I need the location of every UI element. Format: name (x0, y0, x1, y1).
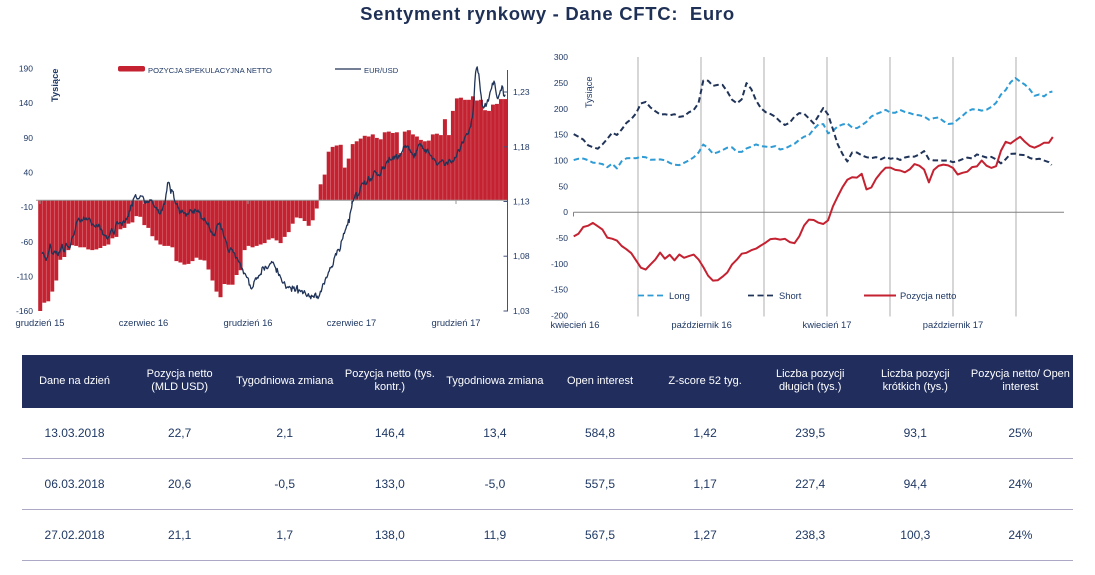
svg-text:190: 190 (19, 64, 33, 74)
svg-text:140: 140 (19, 98, 33, 108)
svg-text:czerwiec 17: czerwiec 17 (327, 317, 377, 328)
svg-text:-60: -60 (21, 237, 34, 247)
svg-text:październik 16: październik 16 (671, 319, 731, 330)
svg-text:EUR/USD: EUR/USD (364, 66, 399, 75)
svg-text:czerwiec 16: czerwiec 16 (119, 317, 169, 328)
svg-text:Tysiące: Tysiące (50, 69, 60, 102)
svg-text:-150: -150 (551, 285, 568, 295)
svg-text:-200: -200 (551, 311, 568, 321)
svg-text:50: 50 (559, 181, 569, 191)
svg-text:-10: -10 (21, 202, 34, 212)
svg-text:grudzień 15: grudzień 15 (16, 317, 65, 328)
svg-text:40: 40 (24, 168, 34, 178)
svg-text:1,08: 1,08 (513, 251, 530, 261)
svg-text:grudzień 16: grudzień 16 (224, 317, 273, 328)
svg-text:100: 100 (554, 156, 568, 166)
svg-text:Pozycja netto: Pozycja netto (900, 290, 956, 301)
svg-text:0: 0 (563, 207, 568, 217)
svg-text:grudzień 17: grudzień 17 (432, 317, 481, 328)
svg-text:-100: -100 (551, 259, 568, 269)
svg-text:kwiecień 17: kwiecień 17 (803, 319, 852, 330)
svg-text:1,18: 1,18 (513, 142, 530, 152)
svg-text:kwiecień 16: kwiecień 16 (551, 319, 600, 330)
svg-text:250: 250 (554, 78, 568, 88)
svg-text:październik 17: październik 17 (923, 319, 983, 330)
svg-text:Long: Long (669, 290, 690, 301)
svg-text:-160: -160 (16, 306, 33, 316)
svg-text:150: 150 (554, 130, 568, 140)
svg-text:Tysiące: Tysiące (584, 76, 594, 108)
svg-text:-50: -50 (556, 233, 569, 243)
svg-text:POZYCJA SPEKULACYJNA NETTO: POZYCJA SPEKULACYJNA NETTO (148, 66, 272, 75)
svg-text:300: 300 (554, 52, 568, 62)
svg-text:1,13: 1,13 (513, 197, 530, 207)
svg-text:-110: -110 (17, 271, 34, 281)
svg-text:90: 90 (24, 133, 34, 143)
svg-text:1,03: 1,03 (513, 306, 530, 316)
svg-text:200: 200 (554, 104, 568, 114)
svg-text:1,23: 1,23 (513, 87, 530, 97)
svg-text:Short: Short (779, 290, 802, 301)
